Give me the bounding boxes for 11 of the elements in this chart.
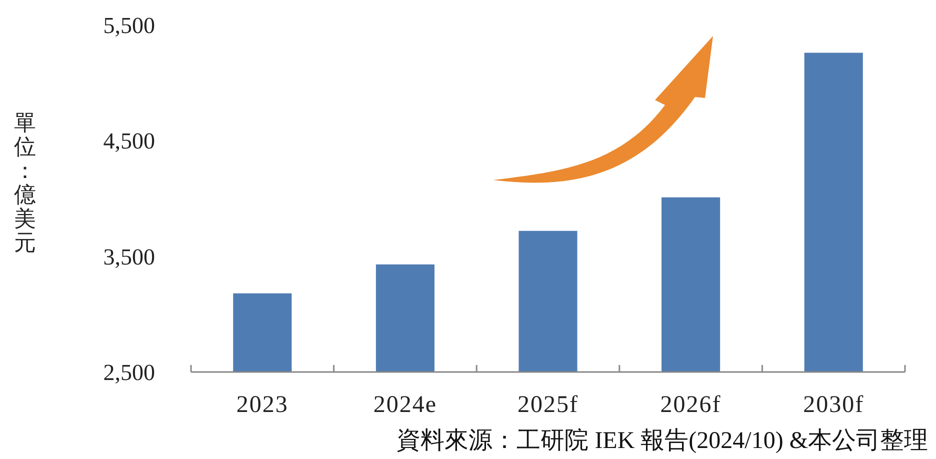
y-tick-label: 5,500 <box>103 13 155 38</box>
source-note: 資料來源：工研院 IEK 報告(2024/10) &本公司整理 <box>396 427 928 454</box>
x-tick-label: 2025f <box>518 392 578 418</box>
x-tick-label: 2030f <box>803 392 864 418</box>
x-tick-label: 2024e <box>373 392 438 418</box>
y-tick-label: 4,500 <box>103 128 155 154</box>
y-axis-title: 單位：億美元 <box>14 110 36 255</box>
x-tick-label: 2026f <box>660 392 722 418</box>
x-tick-label: 2023 <box>236 392 288 418</box>
y-tick-label: 3,500 <box>103 244 155 270</box>
y-tick-label: 2,500 <box>103 360 155 385</box>
